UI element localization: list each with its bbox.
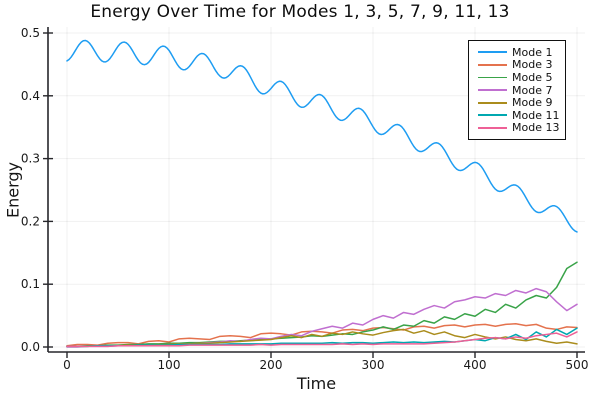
y-tick-label: 0.0	[21, 340, 40, 354]
y-tick-label: 0.5	[21, 26, 40, 40]
legend-line-swatch	[478, 51, 507, 54]
x-tick-label: 200	[260, 358, 283, 372]
legend-entry: Mode 1	[478, 46, 559, 59]
legend-label: Mode 3	[512, 58, 553, 72]
legend-entry: Mode 11	[478, 109, 559, 122]
series-line-mode-1	[66, 39, 578, 233]
x-tick-label: 500	[566, 358, 589, 372]
chart-title: Energy Over Time for Modes 1, 3, 5, 7, 9…	[90, 2, 510, 22]
legend-label: Mode 13	[512, 121, 560, 135]
legend-line-swatch	[478, 63, 507, 66]
legend-label: Mode 7	[512, 83, 553, 97]
legend-label: Mode 9	[512, 96, 553, 110]
y-tick-label: 0.2	[21, 214, 40, 228]
legend-entry: Mode 7	[478, 84, 559, 97]
x-tick-label: 400	[464, 358, 487, 372]
legend-box: Mode 1 Mode 3 Mode 5 Mode 7 Mode 9 Mode 11 Mod…	[468, 40, 567, 141]
legend-label: Mode 5	[512, 70, 553, 84]
series-line-mode-5	[66, 261, 578, 348]
x-tick-label: 0	[63, 358, 71, 372]
y-tick-label: 0.3	[21, 152, 40, 166]
legend-label: Mode 1	[512, 45, 553, 59]
legend-line-swatch	[478, 114, 507, 117]
legend-label: Mode 11	[512, 108, 560, 122]
x-axis-label: Time	[296, 374, 337, 393]
legend-entry: Mode 3	[478, 59, 559, 72]
y-tick-label: 0.1	[21, 277, 40, 291]
x-tick-label: 300	[362, 358, 385, 372]
legend-line-swatch	[478, 76, 507, 79]
legend-line-swatch	[478, 101, 507, 104]
legend-entry: Mode 9	[478, 96, 559, 109]
legend-line-swatch	[478, 126, 507, 129]
legend-line-swatch	[478, 89, 507, 91]
legend-entry: Mode 5	[478, 71, 559, 84]
legend-entry: Mode 13	[478, 122, 559, 135]
series-line-mode-13	[66, 331, 578, 348]
y-tick-label: 0.4	[21, 89, 40, 103]
x-tick-label: 100	[158, 358, 181, 372]
series-line-mode-3	[66, 323, 578, 347]
